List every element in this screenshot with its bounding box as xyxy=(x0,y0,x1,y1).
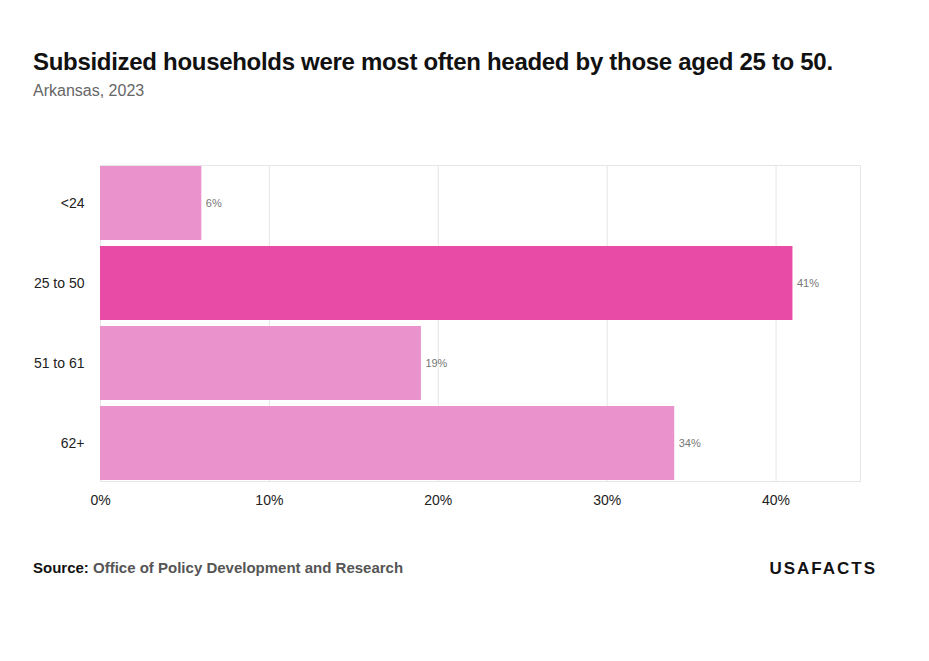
svg-text:6%: 6% xyxy=(206,197,222,209)
html-text:Subsidized households were mos: Subsidized households were most often he… xyxy=(33,48,833,75)
svg-text:20%: 20% xyxy=(424,492,452,508)
html-text:Source: Office of Policy Devel: Source: Office of Policy Development and… xyxy=(33,559,404,576)
svg-text:10%: 10% xyxy=(255,492,283,508)
svg-text:34%: 34% xyxy=(679,437,701,449)
svg-text:51 to 61: 51 to 61 xyxy=(34,355,85,371)
html-text:USAFACTS: USAFACTS xyxy=(769,559,877,578)
svg-text:25 to 50: 25 to 50 xyxy=(34,275,85,291)
svg-text:0%: 0% xyxy=(90,492,110,508)
svg-text:40%: 40% xyxy=(762,492,790,508)
svg-text:62+: 62+ xyxy=(61,435,85,451)
svg-text:<24: <24 xyxy=(61,195,85,211)
svg-text:19%: 19% xyxy=(425,357,447,369)
svg-text:30%: 30% xyxy=(593,492,621,508)
html-text:Arkansas, 2023: Arkansas, 2023 xyxy=(33,82,145,99)
svg-text:41%: 41% xyxy=(797,277,819,289)
